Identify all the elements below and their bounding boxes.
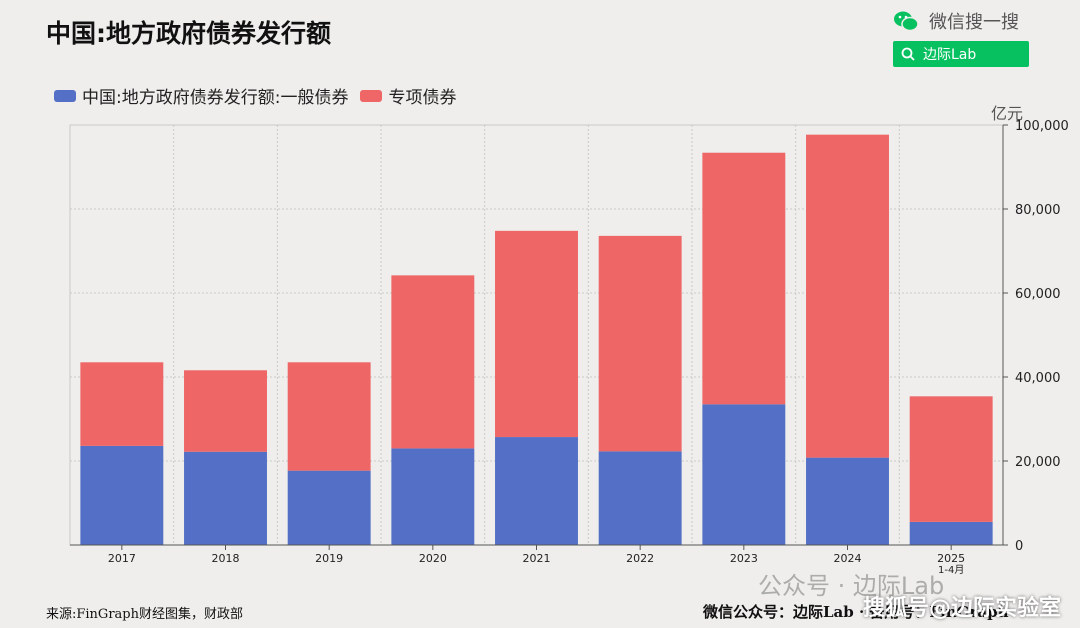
wechat-label: 微信搜一搜 (929, 12, 1019, 33)
y-tick-label: 40,000 (1015, 371, 1061, 386)
x-tick-label: 2025 (937, 552, 965, 565)
bar-general-1 (184, 451, 267, 545)
bar-general-6 (702, 404, 786, 545)
source-note: 来源:FinGraph财经图集，财政部 (46, 607, 243, 622)
legend-label-special: 专项债券 (388, 88, 457, 108)
y-tick-label: 0 (1015, 539, 1023, 554)
bar-special-3 (391, 275, 475, 449)
legend-item-special[interactable]: 专项债券 (360, 83, 456, 108)
chart-legend: 中国:地方政府债券发行额:一般债券 专项债券 (54, 83, 468, 108)
bar-special-7 (806, 134, 889, 458)
bar-special-0 (80, 362, 164, 446)
bar-general-4 (495, 437, 578, 545)
search-icon (901, 47, 915, 61)
x-tick-label: 1-4月 (938, 564, 964, 576)
legend-swatch-general (54, 89, 76, 102)
x-tick-label: 2017 (108, 552, 136, 565)
y-tick-label: 60,000 (1015, 287, 1061, 302)
x-tick-label: 2020 (419, 552, 447, 565)
bar-general-8 (909, 521, 993, 545)
bar-general-3 (391, 448, 475, 545)
bar-special-5 (598, 235, 682, 452)
watermark-sohu: 搜狐号@边际实验室 (863, 596, 1062, 621)
y-tick-label: 20,000 (1015, 455, 1061, 470)
bar-general-2 (287, 470, 371, 545)
bar-general-7 (806, 457, 889, 545)
bar-general-5 (598, 451, 682, 545)
wechat-icon (894, 11, 919, 32)
watermark-wechat: 公众号 · 边际Lab (758, 572, 945, 600)
y-tick-label: 100,000 (1015, 119, 1069, 134)
x-tick-label: 2022 (626, 552, 654, 565)
x-tick-label: 2021 (523, 552, 551, 565)
legend-swatch-special (360, 89, 383, 102)
bar-special-1 (184, 370, 267, 452)
bar-special-6 (702, 152, 786, 405)
chart-title: 中国:地方政府债券发行额 (46, 19, 331, 48)
x-tick-label: 2019 (315, 552, 343, 565)
y-tick-label: 80,000 (1015, 203, 1061, 218)
legend-item-general[interactable]: 中国:地方政府债券发行额:一般债券 (54, 83, 348, 108)
bar-general-0 (80, 445, 164, 545)
account-note: 微信公众号：边际Lab · 备用号：FinGraph (703, 603, 1009, 621)
x-tick-label: 2018 (212, 552, 240, 565)
legend-label-general: 中国:地方政府债券发行额:一般债券 (82, 88, 349, 108)
wechat-search-label: 微信搜一搜 (893, 8, 1019, 34)
bar-special-8 (909, 396, 993, 522)
bar-special-4 (495, 230, 578, 438)
y-axis-unit: 亿元 (991, 104, 1024, 123)
search-text: 边际Lab (923, 47, 977, 63)
x-tick-label: 2024 (834, 552, 862, 565)
search-box[interactable]: 边际Lab (893, 41, 1029, 67)
x-tick-label: 2023 (730, 552, 758, 565)
bar-special-2 (287, 362, 371, 471)
